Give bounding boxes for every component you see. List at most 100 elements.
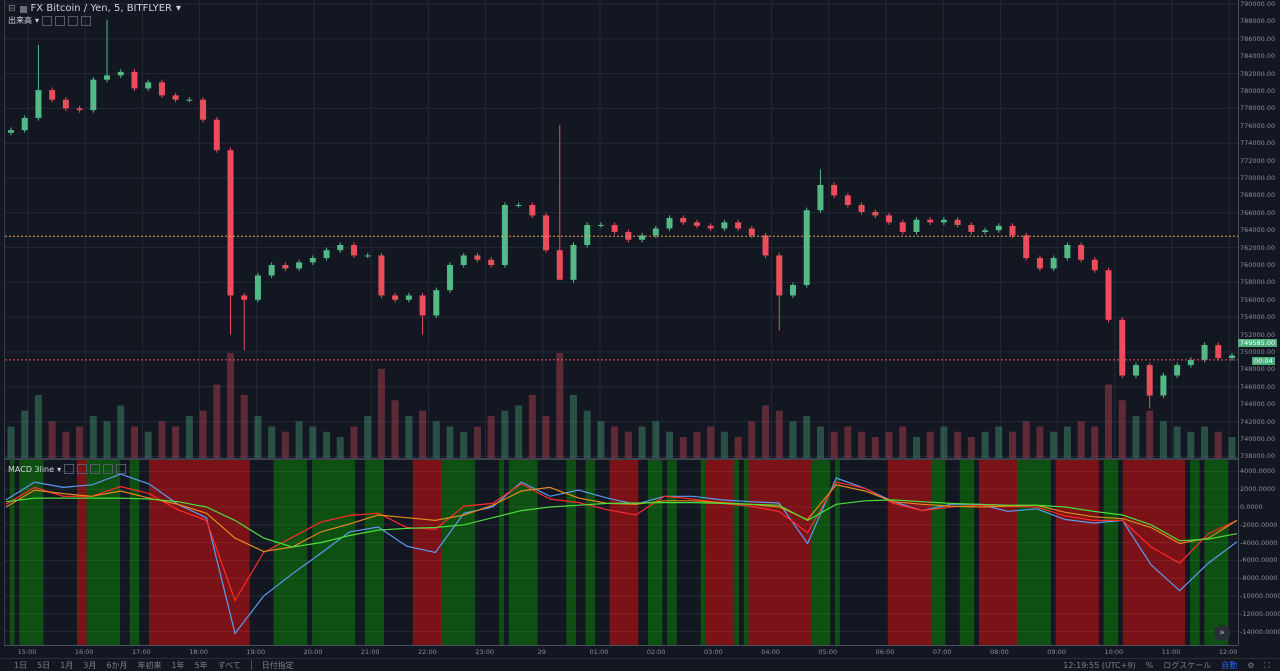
macd-band xyxy=(9,460,16,645)
candle-body xyxy=(1174,365,1181,376)
auto-scale-toggle[interactable]: 自動 xyxy=(1221,661,1238,670)
volume-bar xyxy=(391,400,399,458)
settings-icon[interactable] xyxy=(55,16,66,26)
time-axis-label: 17:00 xyxy=(132,648,151,656)
candle-body xyxy=(680,218,687,223)
range-button[interactable]: 5日 xyxy=(37,661,51,670)
candle-body xyxy=(652,228,659,236)
volume-legend[interactable]: 出来高 ▾ xyxy=(8,16,92,26)
macd-band xyxy=(676,460,702,645)
symbol-header[interactable]: ⊟ FX Bitcoin / Yen, 5, BITFLYER ▾ xyxy=(8,3,181,15)
price-axis-label: 786000.00 xyxy=(1240,34,1276,43)
candle-body xyxy=(597,224,604,226)
macd-legend[interactable]: MACD 3line ▾ xyxy=(8,464,127,474)
go-to-latest-button[interactable]: » xyxy=(1214,625,1230,641)
candle-body xyxy=(1201,345,1208,360)
candle-body xyxy=(776,255,783,296)
chevron-down-icon[interactable]: ▾ xyxy=(175,3,182,14)
range-button[interactable]: すべて xyxy=(217,661,241,670)
candle-body xyxy=(639,235,646,240)
volume-bar xyxy=(981,431,989,458)
chart-frame[interactable] xyxy=(4,0,1238,645)
macd-label[interactable]: MACD 3line xyxy=(8,464,55,474)
macd-line xyxy=(5,481,1238,602)
candle-body xyxy=(1078,244,1085,260)
volume-bar xyxy=(1146,410,1154,458)
candle-body xyxy=(940,219,947,223)
range-button[interactable]: 1日 xyxy=(14,661,28,670)
gear-icon[interactable]: ⚙ xyxy=(1247,661,1255,670)
volume-bar xyxy=(48,421,56,458)
volume-bar xyxy=(967,437,975,458)
macd-band xyxy=(1204,460,1229,645)
eye-icon[interactable] xyxy=(64,464,75,474)
chevron-down-icon[interactable]: ▾ xyxy=(57,464,62,474)
volume-bar xyxy=(405,416,413,458)
time-axis-label: 16:00 xyxy=(74,648,94,656)
volume-bar xyxy=(1159,421,1167,458)
volume-bar xyxy=(995,426,1003,458)
range-button[interactable]: 1月 xyxy=(60,661,74,670)
candle-body xyxy=(460,255,467,265)
macd-band xyxy=(945,460,961,645)
log-scale-toggle[interactable]: ログスケール xyxy=(1163,661,1212,670)
macd-band xyxy=(1228,460,1238,645)
candle-body xyxy=(1215,345,1222,359)
macd-band xyxy=(1017,460,1052,645)
candle-body xyxy=(241,295,248,300)
candle-body xyxy=(831,184,838,196)
macd-band xyxy=(273,460,308,645)
close-icon[interactable] xyxy=(116,464,127,474)
volume-label[interactable]: 出来高 xyxy=(8,16,32,25)
macd-band xyxy=(364,460,385,645)
volume-bar xyxy=(501,410,509,458)
source-icon[interactable] xyxy=(90,464,101,474)
price-axis-label: 780000.00 xyxy=(1240,87,1276,95)
volume-bar xyxy=(89,416,97,458)
range-button[interactable]: 年初来 xyxy=(137,661,162,670)
time-axis-label: 15:00 xyxy=(17,648,37,656)
macd-band xyxy=(412,460,443,645)
price-axis-label: 772000.00 xyxy=(1240,156,1276,165)
price-axis[interactable]: 790000.00 788000.00 786000.00 784000.00 7820… xyxy=(1238,0,1280,645)
candle-body xyxy=(200,99,207,120)
range-button[interactable]: 3月 xyxy=(83,661,97,670)
candle-body xyxy=(419,295,426,316)
price-axis-label: 790000.00 xyxy=(1240,0,1276,8)
candle-body xyxy=(35,90,42,118)
price-axis-label: 764000.00 xyxy=(1240,226,1276,235)
percent-toggle[interactable]: % xyxy=(1145,661,1154,670)
fullscreen-icon[interactable]: ⛶ xyxy=(1264,660,1270,670)
time-axis-label: 02:00 xyxy=(646,648,666,656)
volume-bar xyxy=(130,426,138,458)
more-icon[interactable] xyxy=(68,16,79,26)
volume-bar xyxy=(76,426,84,458)
time-axis[interactable]: 15:00 16:00 17:00 18:00 19:00 20:00 21:00 22:00… xyxy=(4,645,1238,658)
volume-bar xyxy=(775,410,783,458)
eye-icon[interactable] xyxy=(42,16,53,26)
symbol-title[interactable]: FX Bitcoin / Yen, 5, BITFLYER xyxy=(30,3,172,14)
candle-body xyxy=(1187,359,1194,366)
symbol-square-icon xyxy=(19,5,27,13)
chevron-down-icon[interactable]: ▾ xyxy=(35,16,40,25)
date-range-button[interactable]: 日付指定 xyxy=(261,661,294,670)
price-axis-label: 770000.00 xyxy=(1240,174,1276,182)
price-axis-label: 752000.00 xyxy=(1240,330,1276,339)
range-button[interactable]: 1年 xyxy=(171,661,185,670)
volume-bar xyxy=(240,395,248,458)
macd-line xyxy=(5,473,1238,635)
clock: 12:19:55 (UTC+9) xyxy=(1063,661,1136,670)
range-button[interactable]: 5年 xyxy=(194,661,208,670)
candle-body xyxy=(323,250,330,259)
settings-icon[interactable] xyxy=(77,464,88,474)
chart-canvas[interactable] xyxy=(5,0,1238,645)
candle-body xyxy=(145,82,152,89)
macd-band xyxy=(1122,460,1186,645)
macd-band xyxy=(503,460,510,645)
more-icon[interactable] xyxy=(103,464,114,474)
candle-body xyxy=(515,204,522,206)
range-button[interactable]: 6か月 xyxy=(106,661,128,670)
close-icon[interactable] xyxy=(81,16,92,26)
macd-band xyxy=(307,460,313,645)
volume-bar xyxy=(871,437,879,458)
